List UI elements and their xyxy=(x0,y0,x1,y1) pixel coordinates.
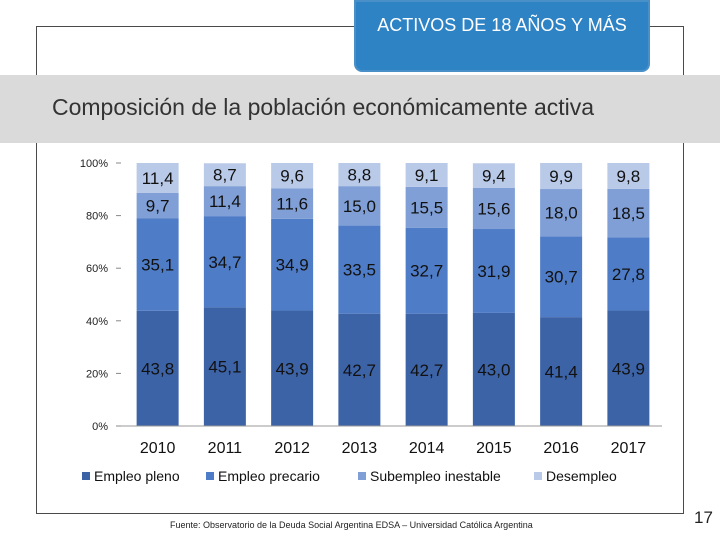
x-tick-label: 2012 xyxy=(274,440,310,457)
slide-title: Composición de la población económicamen… xyxy=(52,94,595,120)
bar-segment xyxy=(405,163,448,187)
bar-segment xyxy=(271,188,314,219)
legend-label: Desempleo xyxy=(546,468,617,484)
data-label: 43,8 xyxy=(141,359,174,378)
data-label: 35,1 xyxy=(141,256,174,275)
legend-label: Empleo pleno xyxy=(94,468,180,484)
data-label: 18,0 xyxy=(545,204,578,223)
x-tick-label: 2016 xyxy=(543,440,579,457)
bar-segment xyxy=(338,163,381,187)
data-label: 18,5 xyxy=(612,204,645,223)
data-label: 42,7 xyxy=(343,361,376,380)
data-label: 30,7 xyxy=(545,268,578,287)
bar-segment xyxy=(607,188,650,238)
bar-segment xyxy=(607,163,650,189)
bar-segment xyxy=(271,310,314,426)
legend-swatch xyxy=(206,472,214,480)
bar-segment xyxy=(607,237,650,311)
y-tick-label: 20% xyxy=(86,368,108,380)
bar-segment xyxy=(338,225,381,314)
bar-segment xyxy=(405,186,448,228)
bar-segment xyxy=(136,218,179,311)
y-tick-label: 60% xyxy=(86,263,108,275)
y-tick-label: 0% xyxy=(92,421,108,433)
data-label: 43,9 xyxy=(276,359,309,378)
data-label: 33,5 xyxy=(343,261,376,280)
bar-segment xyxy=(271,218,314,311)
page-number: 17 xyxy=(694,508,713,527)
title-band: Composición de la población económicamen… xyxy=(0,75,720,143)
data-label: 9,6 xyxy=(280,167,304,186)
bar-segment xyxy=(405,313,448,426)
bar-segment xyxy=(472,229,515,313)
x-tick-label: 2014 xyxy=(409,440,445,457)
legend-label: Subempleo inestable xyxy=(370,468,501,484)
legend-swatch xyxy=(358,472,366,480)
bar-segment xyxy=(540,163,583,190)
bar-segment xyxy=(136,163,179,193)
bar-segment xyxy=(540,317,583,426)
chart-area: 0% 20% 40% 60% 80% 100% 43,8 35,1 9,7 11,4 2010 45,… xyxy=(40,146,680,492)
data-label: 15,5 xyxy=(410,198,443,217)
bar-segment xyxy=(472,312,515,426)
stacked-bar-chart: 0% 20% 40% 60% 80% 100% 43,8 35,1 9,7 11,4 2010 45,… xyxy=(80,158,662,484)
bar-segment xyxy=(271,163,314,189)
bar-segment xyxy=(338,186,381,226)
section-banner: ACTIVOS DE 18 AÑOS Y MÁS xyxy=(354,0,650,72)
data-label: 43,0 xyxy=(477,360,510,379)
source-note: Fuente: Observatorio de la Deuda Social … xyxy=(170,520,533,530)
x-tick-label: 2011 xyxy=(208,440,243,457)
data-label: 9,8 xyxy=(617,167,641,186)
data-label: 9,1 xyxy=(415,166,439,185)
y-tick-label: 80% xyxy=(86,211,108,223)
data-label: 8,8 xyxy=(348,166,372,185)
data-label: 11,4 xyxy=(209,192,241,211)
data-label: 31,9 xyxy=(477,262,510,281)
bar-segment xyxy=(472,187,515,230)
bar-segment xyxy=(540,236,583,318)
data-label: 34,9 xyxy=(276,256,309,275)
data-label: 8,7 xyxy=(213,166,237,185)
x-tick-label: 2017 xyxy=(611,440,647,457)
x-tick-label: 2013 xyxy=(342,440,378,457)
data-label: 9,7 xyxy=(146,197,170,216)
y-tick-label: 40% xyxy=(86,316,108,328)
legend-swatch xyxy=(534,472,542,480)
data-label: 42,7 xyxy=(410,361,443,380)
data-label: 15,6 xyxy=(477,199,510,218)
x-tick-label: 2010 xyxy=(140,440,176,457)
data-label: 11,6 xyxy=(276,195,308,214)
data-label: 9,9 xyxy=(549,167,573,186)
data-label: 32,7 xyxy=(410,262,443,281)
data-label: 9,4 xyxy=(482,167,506,186)
y-tick-label: 100% xyxy=(80,158,108,170)
bar-segment xyxy=(203,186,246,217)
data-label: 45,1 xyxy=(208,358,241,377)
bar-segment xyxy=(607,310,650,426)
bar-segment xyxy=(540,189,583,237)
legend-swatch xyxy=(82,472,90,480)
bar-segment xyxy=(338,313,381,426)
bar-segment xyxy=(472,163,515,188)
data-label: 15,0 xyxy=(343,197,376,216)
data-label: 41,4 xyxy=(545,363,578,382)
data-label: 43,9 xyxy=(612,359,645,378)
legend-label: Empleo precario xyxy=(218,468,320,484)
bar-segment xyxy=(405,227,448,314)
data-label: 34,7 xyxy=(208,253,241,272)
bar-segment xyxy=(136,192,179,219)
bar-segment xyxy=(203,307,246,426)
data-label: 11,4 xyxy=(142,169,174,188)
bar-segment xyxy=(136,310,179,426)
bar-segment xyxy=(203,163,246,187)
bar-segment xyxy=(203,216,246,308)
data-label: 27,8 xyxy=(612,265,645,284)
x-tick-label: 2015 xyxy=(476,440,512,457)
